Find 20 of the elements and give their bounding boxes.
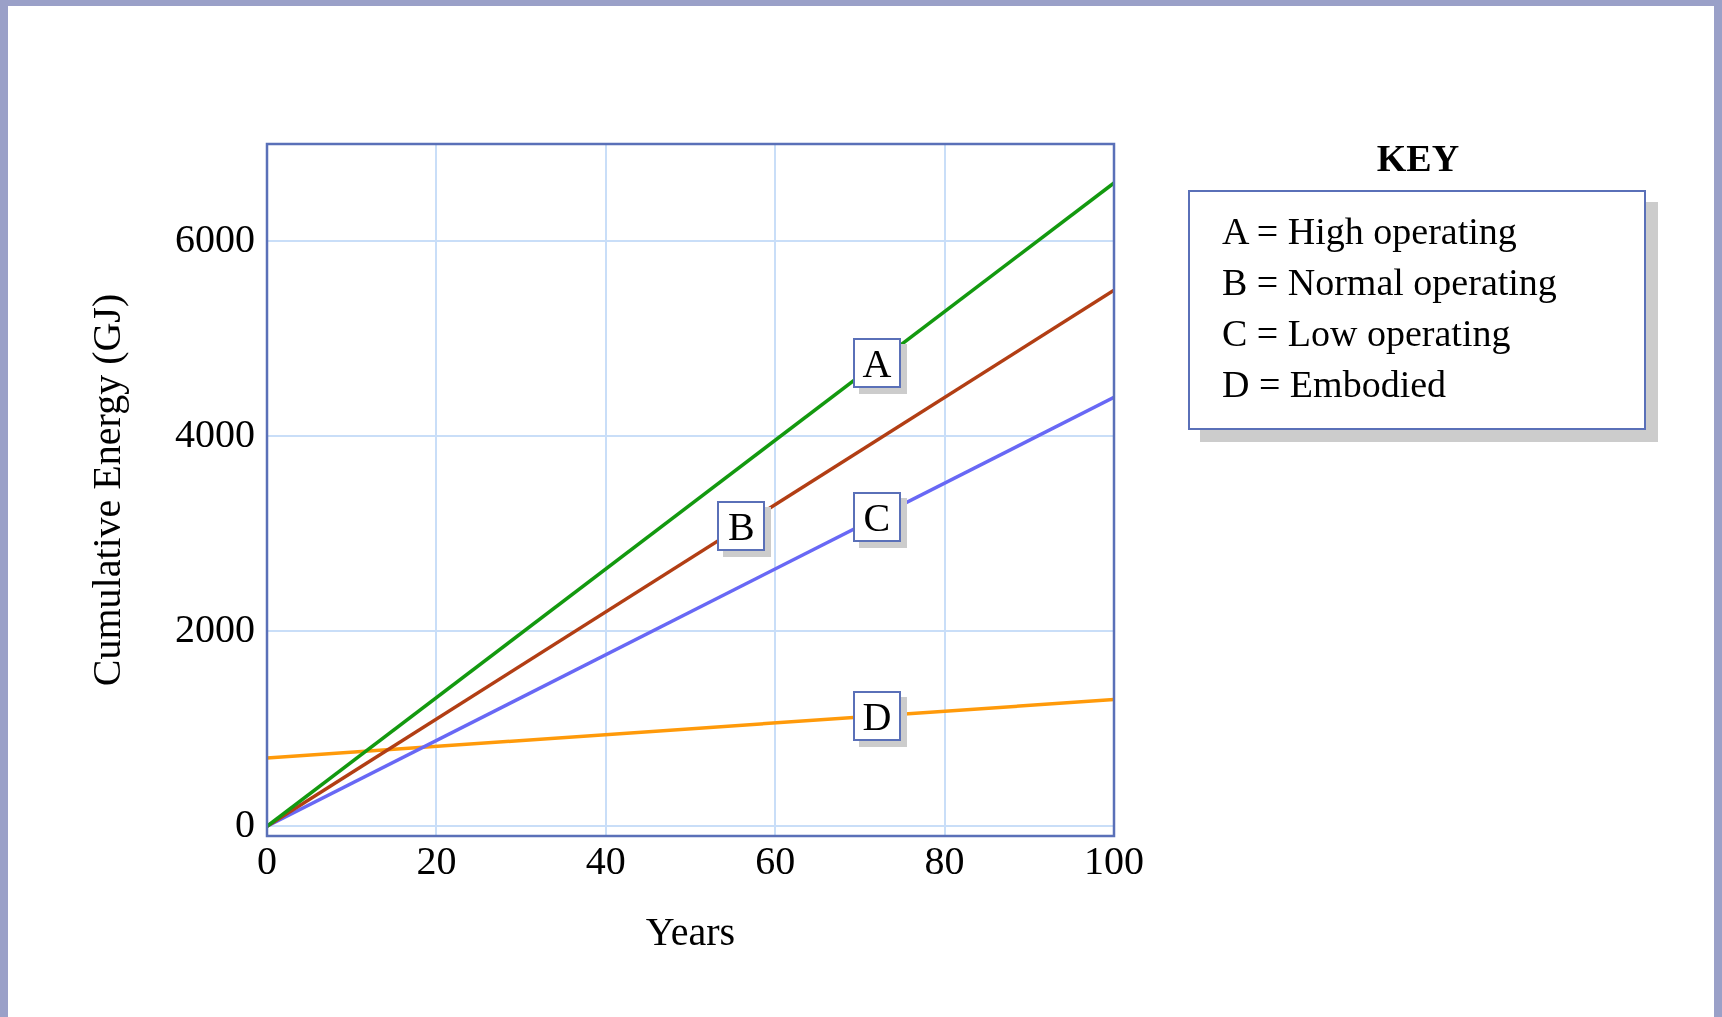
y-tick-label: 0 — [235, 800, 255, 846]
text: B = Normal operating — [1222, 260, 1558, 305]
annotation: B — [717, 501, 766, 552]
x-axis-title: Years — [645, 908, 736, 954]
x-tick-label: 20 — [416, 837, 457, 883]
text: A = High operating — [1222, 209, 1518, 254]
annotation: D — [852, 690, 901, 741]
annotation: C — [852, 492, 901, 543]
y-tick-label: 6000 — [175, 215, 255, 261]
legend-title: KEY — [1375, 136, 1461, 180]
annotation: A — [852, 338, 901, 389]
x-tick-label: 100 — [1084, 837, 1144, 883]
text: D = Embodied — [1222, 362, 1448, 407]
x-tick-label: 60 — [755, 837, 796, 883]
y-tick-label: 2000 — [175, 605, 255, 651]
text: C = Low operating — [1222, 311, 1512, 356]
y-tick-label: 4000 — [175, 410, 255, 456]
x-tick-label: 40 — [585, 837, 626, 883]
y-axis-title: Cumulative Energy (GJ) — [83, 293, 129, 687]
x-tick-label: 80 — [924, 837, 965, 883]
